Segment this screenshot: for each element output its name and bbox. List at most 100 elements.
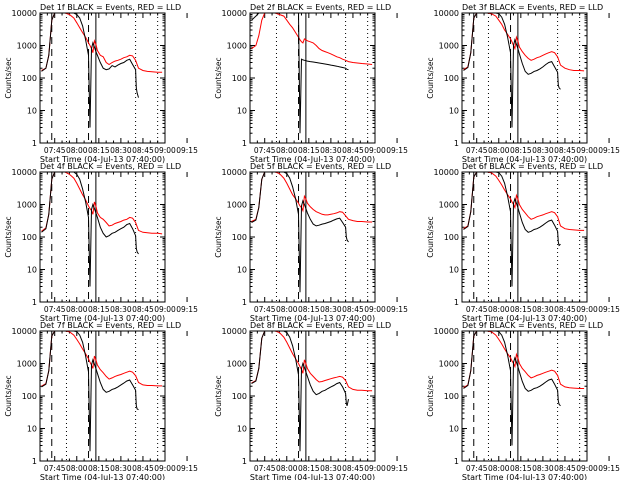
- series-line-events: [251, 13, 349, 134]
- y-axis-label: Counts/sec: [426, 216, 435, 257]
- x-tick-label: 08:30: [320, 464, 342, 473]
- x-tick-label: 08:30: [110, 305, 132, 314]
- y-tick-label: 1: [454, 457, 459, 466]
- y-tick-label: 1: [454, 139, 459, 148]
- y-tick-label: 1: [32, 139, 37, 148]
- x-tick-label: 07:45: [466, 146, 488, 155]
- x-tick-label: 09:15: [598, 305, 620, 314]
- plot-frame: [249, 12, 376, 144]
- y-tick-label: 10000: [434, 9, 459, 18]
- x-axis-label: Start Time (04-Jul-13 07:40:00): [250, 155, 375, 164]
- y-tick-label: 10000: [222, 327, 247, 336]
- x-tick-label: 07:45: [44, 464, 66, 473]
- x-tick-label: 08:00: [66, 305, 88, 314]
- x-tick-label: 08:00: [488, 305, 510, 314]
- y-tick-label: 10: [449, 107, 459, 116]
- y-tick-label: 10: [237, 266, 247, 275]
- chart-panel-6: 1 10 100 1000 10000 07:45 08:00 08:15 08:30 08:45…: [426, 162, 620, 323]
- y-axis-label: Counts/sec: [214, 375, 223, 416]
- x-tick-label: 08:30: [532, 305, 554, 314]
- y-tick-label: 100: [232, 233, 247, 242]
- chart-panel-5: 1 10 100 1000 10000 07:45 08:00 08:15 08:30 08:45…: [214, 162, 408, 323]
- series-line-lld: [251, 13, 373, 65]
- x-tick-label: 08:00: [276, 305, 298, 314]
- x-axis-label: Start Time (04-Jul-13 07:40:00): [40, 155, 165, 164]
- x-tick-label: 08:45: [342, 305, 364, 314]
- x-tick-label: 07:45: [44, 146, 66, 155]
- series-line-lld: [41, 331, 163, 387]
- x-tick-label: 08:30: [532, 464, 554, 473]
- y-tick-label: 10000: [434, 327, 459, 336]
- y-axis-label: Counts/sec: [4, 57, 13, 98]
- chart-title: Det 7f BLACK = Events, RED = LLD: [40, 321, 181, 330]
- x-tick-label: 08:45: [342, 146, 364, 155]
- chart-panel-3: 1 10 100 1000 10000 07:45 08:00 08:15 08:30 08:45…: [426, 3, 620, 164]
- y-tick-label: 10: [27, 107, 37, 116]
- series-line-events: [41, 172, 139, 287]
- x-tick-label: 09:15: [176, 464, 198, 473]
- chart-panel-9: 1 10 100 1000 10000 07:45 08:00 08:15 08:30 08:45…: [426, 321, 620, 482]
- x-axis-label: Start Time (04-Jul-13 07:40:00): [250, 473, 375, 480]
- x-tick-label: 08:00: [276, 464, 298, 473]
- plot-frame: [461, 171, 588, 303]
- x-tick-label: 09:15: [598, 146, 620, 155]
- x-tick-label: 09:00: [364, 464, 386, 473]
- chart-title: Det 8f BLACK = Events, RED = LLD: [250, 321, 391, 330]
- chart-title: Det 4f BLACK = Events, RED = LLD: [40, 162, 181, 171]
- x-tick-label: 09:15: [176, 305, 198, 314]
- x-tick-label: 08:45: [132, 305, 154, 314]
- x-tick-label: 07:45: [254, 464, 276, 473]
- x-tick-label: 08:15: [298, 305, 320, 314]
- x-tick-label: 08:30: [532, 146, 554, 155]
- chart-title: Det 5f BLACK = Events, RED = LLD: [250, 162, 391, 171]
- x-tick-label: 09:15: [386, 464, 408, 473]
- series-line-events: [251, 331, 349, 452]
- series-line-lld: [463, 172, 585, 231]
- x-tick-label: 09:15: [176, 146, 198, 155]
- y-tick-label: 10000: [12, 327, 37, 336]
- x-tick-label: 09:00: [364, 305, 386, 314]
- x-tick-label: 08:45: [342, 464, 364, 473]
- y-tick-label: 10000: [222, 9, 247, 18]
- x-tick-label: 08:15: [88, 146, 110, 155]
- x-tick-label: 07:45: [254, 146, 276, 155]
- y-tick-label: 10000: [222, 168, 247, 177]
- x-tick-label: 09:00: [576, 146, 598, 155]
- x-tick-label: 07:45: [44, 305, 66, 314]
- y-tick-label: 100: [444, 233, 459, 242]
- y-tick-label: 1: [32, 298, 37, 307]
- plot-frame: [249, 330, 376, 462]
- y-tick-label: 100: [444, 74, 459, 83]
- y-tick-label: 1: [454, 298, 459, 307]
- x-tick-label: 09:00: [154, 305, 176, 314]
- y-tick-label: 1: [32, 457, 37, 466]
- y-tick-label: 1000: [17, 42, 37, 51]
- x-axis-label: Start Time (04-Jul-13 07:40:00): [40, 314, 165, 323]
- y-tick-label: 10000: [434, 168, 459, 177]
- plot-frame: [39, 12, 166, 144]
- x-tick-label: 08:45: [554, 464, 576, 473]
- x-tick-label: 09:15: [386, 305, 408, 314]
- y-tick-label: 10000: [12, 168, 37, 177]
- series-line-events: [463, 13, 561, 128]
- series-line-events: [251, 172, 349, 293]
- chart-panel-2: 1 10 100 1000 10000 07:45 08:00 08:15 08:30 08:45…: [214, 3, 408, 164]
- x-tick-label: 09:00: [576, 305, 598, 314]
- x-axis-label: Start Time (04-Jul-13 07:40:00): [462, 473, 587, 480]
- x-tick-label: 07:45: [254, 305, 276, 314]
- y-axis-label: Counts/sec: [214, 216, 223, 257]
- y-tick-label: 10: [27, 425, 37, 434]
- y-tick-label: 1000: [17, 201, 37, 210]
- series-line-events: [41, 331, 139, 452]
- x-tick-label: 09:00: [154, 146, 176, 155]
- x-axis-label: Start Time (04-Jul-13 07:40:00): [462, 155, 587, 164]
- chart-title: Det 2f BLACK = Events, RED = LLD: [250, 3, 391, 12]
- x-axis-label: Start Time (04-Jul-13 07:40:00): [250, 314, 375, 323]
- series-line-lld: [251, 172, 373, 223]
- x-tick-label: 08:45: [554, 305, 576, 314]
- y-tick-label: 1000: [439, 42, 459, 51]
- x-tick-label: 08:15: [510, 464, 532, 473]
- y-tick-label: 100: [22, 233, 37, 242]
